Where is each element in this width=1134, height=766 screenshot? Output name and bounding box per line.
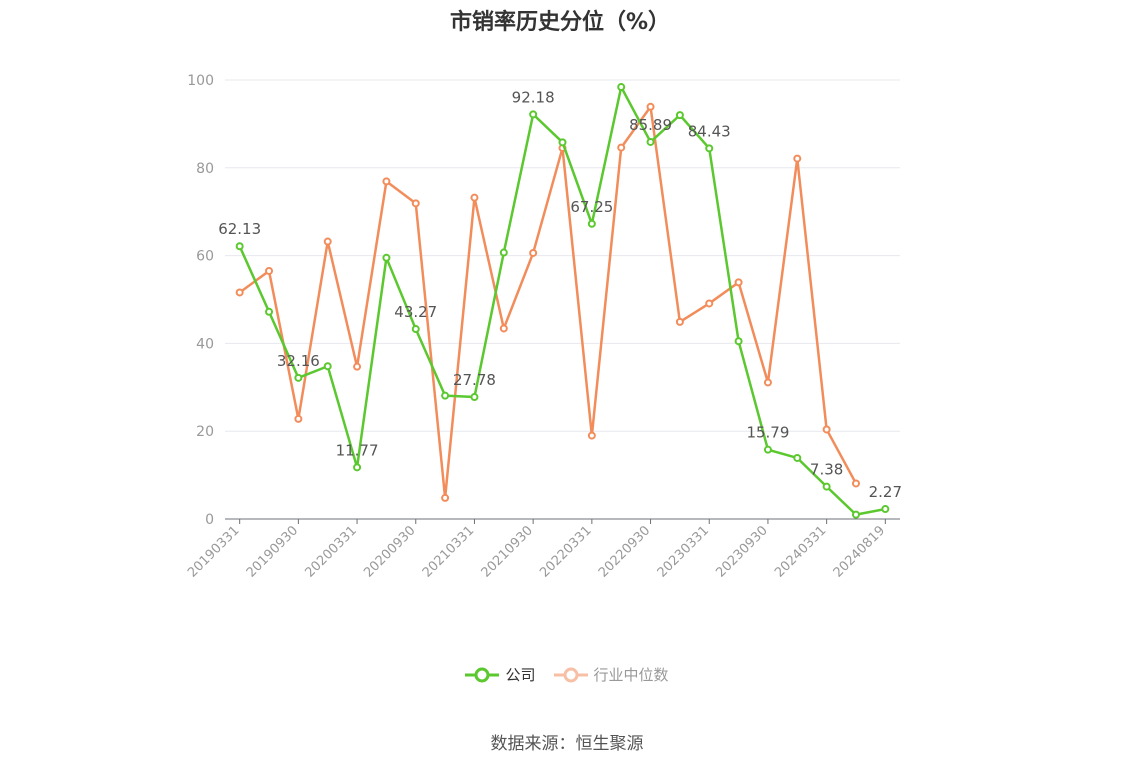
x-tick-label: 20240331 — [772, 523, 829, 580]
data-point-company — [265, 307, 274, 316]
data-source-note: 数据来源：恒生聚源 — [490, 734, 644, 754]
x-tick-label: 20210331 — [420, 523, 477, 580]
data-point-company — [441, 391, 450, 400]
data-label: 43.27 — [394, 303, 437, 321]
legend: 公司 行业中位数 — [0, 664, 1134, 685]
data-point-industry — [646, 102, 655, 111]
data-point-company — [411, 325, 420, 334]
data-point-industry — [411, 199, 420, 208]
data-point-industry — [763, 378, 772, 387]
data-point-industry — [499, 324, 508, 333]
y-tick-label: 80 — [196, 161, 214, 177]
data-point-industry — [470, 193, 479, 202]
data-point-company — [705, 144, 714, 153]
data-point-company — [235, 242, 244, 251]
data-label: 92.18 — [512, 88, 555, 106]
data-point-company — [763, 445, 772, 454]
data-label: 11.77 — [336, 441, 379, 459]
data-point-industry — [441, 493, 450, 502]
data-point-company — [470, 393, 479, 402]
data-label: 62.13 — [218, 220, 261, 238]
data-point-industry — [294, 414, 303, 423]
data-point-company — [851, 510, 860, 519]
legend-item-industry[interactable]: 行业中位数 — [553, 664, 669, 685]
x-tick-label: 20190331 — [185, 523, 242, 580]
x-tick-label: 20200930 — [361, 523, 418, 580]
data-point-industry — [587, 431, 596, 440]
legend-item-company[interactable]: 公司 — [465, 664, 536, 685]
data-point-company — [822, 482, 831, 491]
data-point-company — [646, 137, 655, 146]
data-point-company — [529, 110, 538, 119]
chart-title: 市销率历史分位（%） — [449, 10, 671, 35]
data-point-company — [558, 138, 567, 147]
data-point-company — [675, 111, 684, 120]
data-label: 84.43 — [688, 122, 731, 140]
data-point-company — [734, 337, 743, 346]
data-point-industry — [353, 362, 362, 371]
data-point-industry — [529, 248, 538, 257]
data-point-company — [793, 453, 802, 462]
data-point-company — [323, 362, 332, 371]
data-point-industry — [675, 317, 684, 326]
data-point-company — [881, 505, 890, 514]
data-label: 7.38 — [810, 461, 843, 479]
data-point-industry — [793, 154, 802, 163]
legend-company-label: 公司 — [505, 666, 536, 684]
data-point-company — [617, 83, 626, 92]
legend-industry-swatch — [553, 667, 588, 682]
data-label: 27.78 — [453, 371, 496, 389]
y-tick-label: 60 — [196, 249, 214, 265]
data-point-industry — [705, 299, 714, 308]
series-line-industry — [238, 105, 858, 500]
x-tick-label: 20210930 — [479, 523, 536, 580]
data-label: 32.16 — [277, 352, 320, 370]
data-point-industry — [851, 479, 860, 488]
data-label: 15.79 — [746, 424, 789, 442]
data-point-company — [353, 463, 362, 472]
x-tick-label: 20200331 — [302, 523, 359, 580]
x-tick-label: 20240819 — [831, 523, 888, 580]
data-point-industry — [734, 278, 743, 287]
y-tick-label: 0 — [205, 512, 214, 528]
legend-company-swatch — [465, 667, 500, 682]
x-tick-label: 20220930 — [596, 523, 653, 580]
data-point-company — [382, 253, 391, 262]
y-tick-label: 100 — [187, 73, 214, 89]
data-point-industry — [323, 237, 332, 246]
x-tick-label: 20190930 — [244, 523, 301, 580]
data-label: 67.25 — [570, 198, 613, 216]
legend-industry-label: 行业中位数 — [593, 666, 669, 684]
data-point-industry — [382, 177, 391, 186]
y-tick-label: 20 — [196, 424, 214, 440]
data-point-industry — [822, 425, 831, 434]
x-tick-label: 20230930 — [713, 523, 770, 580]
data-point-company — [499, 248, 508, 257]
data-point-company — [587, 219, 596, 228]
data-point-industry — [235, 288, 244, 297]
data-point-industry — [265, 266, 274, 275]
data-point-industry — [617, 143, 626, 152]
data-label: 85.89 — [629, 116, 672, 134]
data-label: 2.27 — [869, 483, 902, 501]
x-tick-label: 20230331 — [655, 523, 712, 580]
y-tick-label: 40 — [196, 336, 214, 352]
x-tick-label: 20220331 — [537, 523, 594, 580]
data-point-company — [294, 373, 303, 382]
